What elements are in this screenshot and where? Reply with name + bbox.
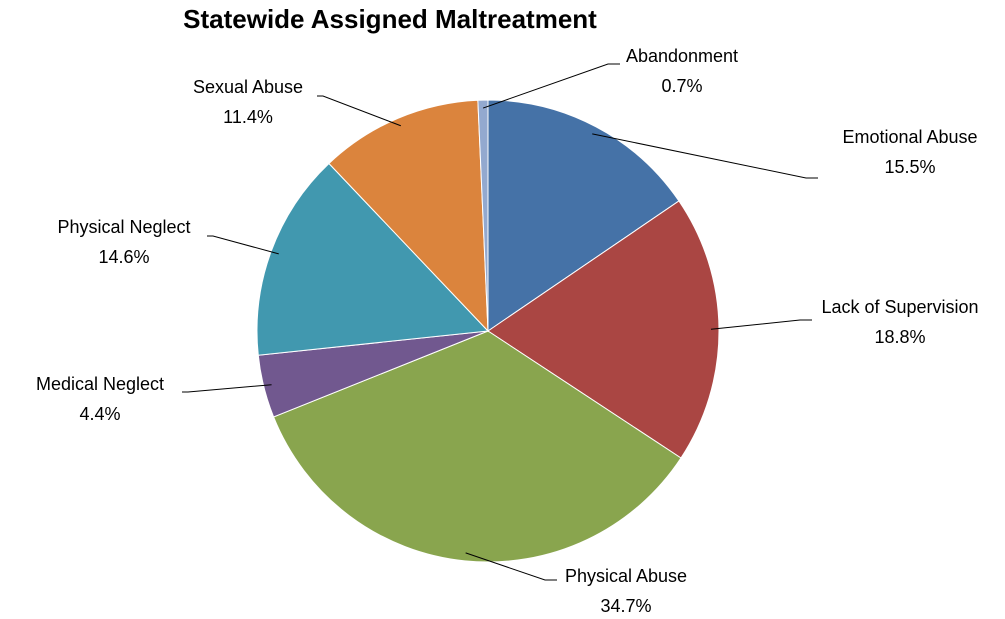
pie-slice-physical-abuse	[272, 330, 682, 563]
slice-label-lack-of-supervision: Lack of Supervision	[821, 297, 978, 317]
slice-label-abandonment: Abandonment	[626, 46, 738, 66]
slice-label-medical-neglect: Medical Neglect	[36, 374, 164, 394]
leader-line-lack-of-supervision	[710, 319, 812, 330]
slice-label-sexual-abuse: Sexual Abuse	[193, 77, 303, 97]
slice-value-abandonment: 0.7%	[661, 76, 702, 96]
pie-slice-abandonment	[477, 99, 489, 332]
pie-slice-lack-of-supervision	[487, 200, 720, 459]
slice-value-lack-of-supervision: 18.8%	[874, 327, 925, 347]
pie-slice-emotional-abuse	[487, 99, 680, 332]
leader-line-physical-neglect	[207, 235, 279, 255]
leader-line-abandonment	[482, 63, 620, 109]
slice-value-medical-neglect: 4.4%	[79, 404, 120, 424]
leader-line-medical-neglect	[182, 384, 272, 393]
slice-label-physical-abuse: Physical Abuse	[565, 566, 687, 586]
leader-line-emotional-abuse	[592, 133, 818, 179]
slice-label-physical-neglect: Physical Neglect	[57, 217, 190, 237]
chart-title: Statewide Assigned Maltreatment	[183, 4, 597, 34]
slice-value-physical-abuse: 34.7%	[600, 596, 651, 616]
leader-line-physical-abuse	[465, 552, 557, 581]
slice-value-emotional-abuse: 15.5%	[884, 157, 935, 177]
slice-value-physical-neglect: 14.6%	[98, 247, 149, 267]
pie-slice-sexual-abuse	[328, 99, 489, 333]
slice-label-emotional-abuse: Emotional Abuse	[842, 127, 977, 147]
pie-slice-physical-neglect	[256, 162, 490, 356]
slice-value-sexual-abuse: 11.4%	[223, 107, 273, 127]
leader-line-sexual-abuse	[317, 95, 401, 127]
